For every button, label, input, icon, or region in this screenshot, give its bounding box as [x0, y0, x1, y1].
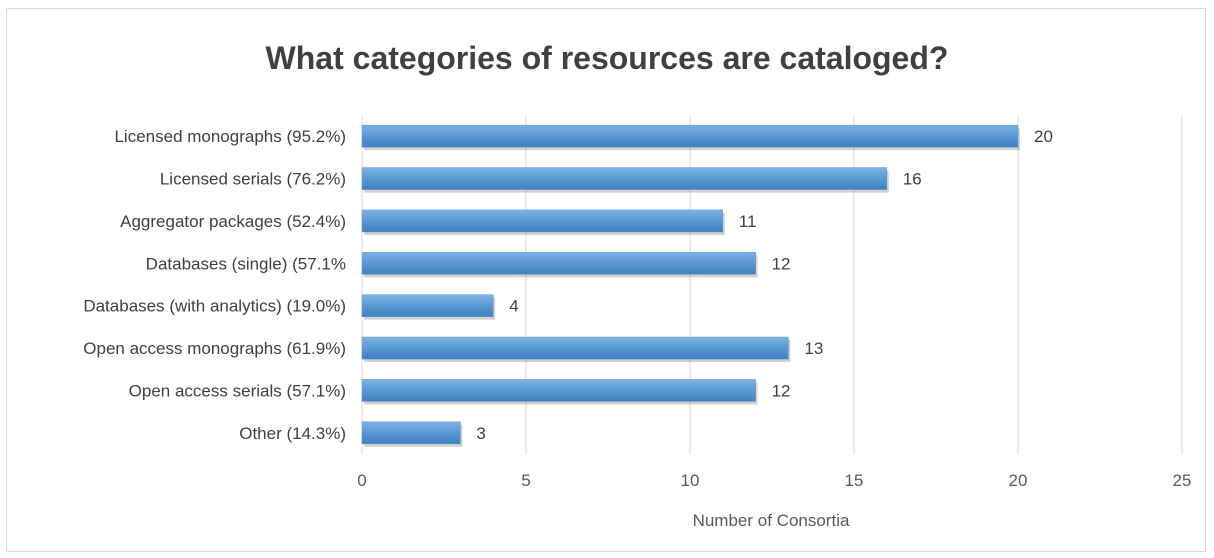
- x-tick-label: 0: [357, 471, 366, 490]
- bar: [361, 209, 724, 233]
- x-tick-label: 5: [521, 471, 530, 490]
- bar: [361, 294, 494, 317]
- bar: [361, 167, 888, 190]
- category-label: Aggregator packages (52.4%): [120, 212, 346, 231]
- category-label: Databases (single) (57.1%: [146, 254, 346, 273]
- category-label: Licensed monographs (95.2%): [114, 127, 346, 146]
- x-tick-label: 10: [681, 471, 700, 490]
- category-label: Open access monographs (61.9%): [83, 339, 346, 358]
- bar: [361, 252, 756, 275]
- x-tick-label: 25: [1173, 471, 1192, 490]
- category-label: Licensed serials (76.2%): [160, 170, 346, 189]
- chart-title: What categories of resources are catalog…: [266, 40, 949, 76]
- data-label: 11: [739, 212, 757, 231]
- data-label: 3: [476, 424, 485, 443]
- chart-frame: What categories of resources are catalog…: [6, 8, 1206, 552]
- x-axis-title: Number of Consortia: [693, 511, 850, 530]
- data-label: 12: [772, 254, 791, 273]
- bar-chart: What categories of resources are catalog…: [83, 40, 1191, 530]
- category-label: Other (14.3%): [239, 424, 346, 443]
- bar: [361, 124, 1019, 148]
- x-tick-label: 15: [845, 471, 864, 490]
- data-label: 20: [1034, 127, 1053, 146]
- category-label: Open access serials (57.1%): [129, 381, 346, 400]
- x-tick-labels: 0 5 10 15 20 25: [357, 471, 1191, 490]
- bar: [361, 421, 461, 445]
- data-label: 4: [509, 297, 518, 316]
- category-labels: Licensed monographs (95.2%) Licensed seri…: [83, 127, 346, 443]
- bar: [361, 379, 756, 402]
- x-tick-label: 20: [1009, 471, 1028, 490]
- category-label: Databases (with analytics) (19.0%): [83, 297, 346, 316]
- bars: [361, 124, 1020, 447]
- data-label: 16: [903, 170, 922, 189]
- data-label: 12: [772, 381, 791, 400]
- data-labels: 20 16 11 12 4 13 12 3: [476, 127, 1053, 443]
- data-label: 13: [804, 339, 823, 358]
- bar: [361, 336, 789, 360]
